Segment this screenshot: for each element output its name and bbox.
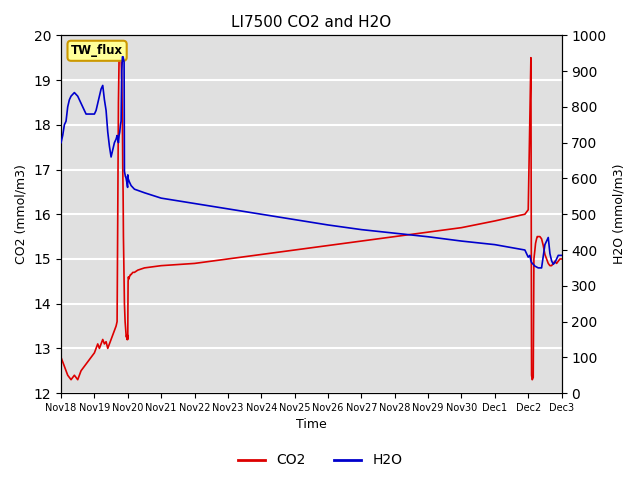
Legend: CO2, H2O: CO2, H2O [232, 448, 408, 473]
Y-axis label: CO2 (mmol/m3): CO2 (mmol/m3) [15, 164, 28, 264]
Title: LI7500 CO2 and H2O: LI7500 CO2 and H2O [231, 15, 392, 30]
X-axis label: Time: Time [296, 419, 326, 432]
Text: TW_flux: TW_flux [71, 44, 123, 57]
Y-axis label: H2O (mmol/m3): H2O (mmol/m3) [612, 164, 625, 264]
